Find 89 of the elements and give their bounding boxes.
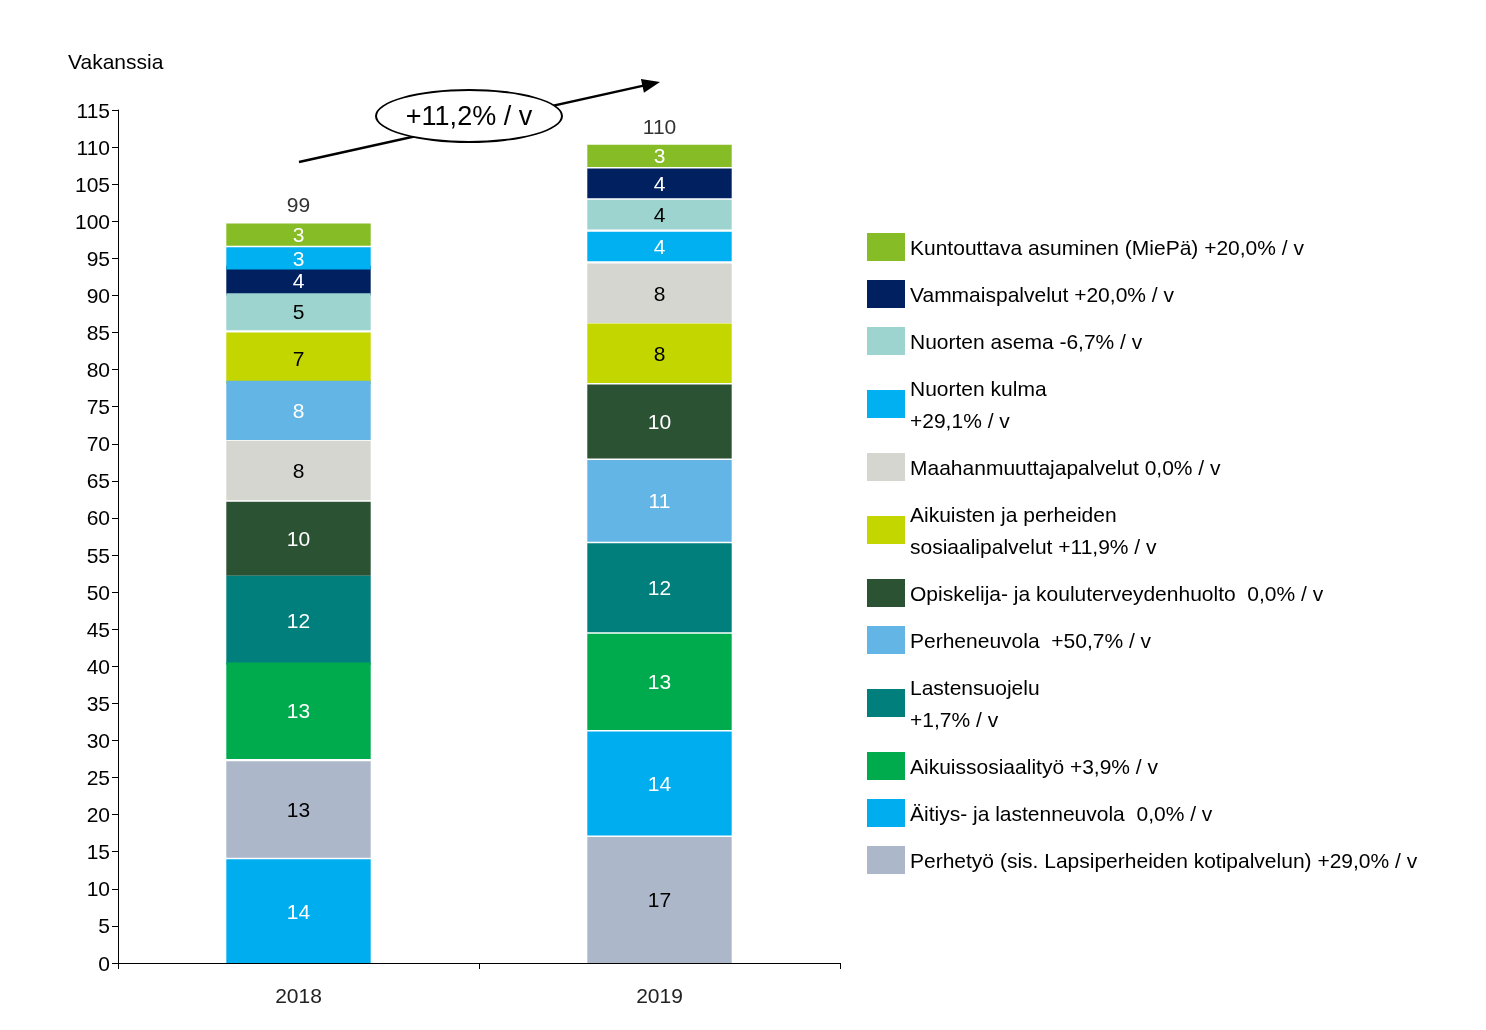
bar: [587, 731, 732, 836]
bar: [226, 380, 371, 441]
bar: [587, 543, 732, 633]
data-label: 3: [292, 223, 305, 247]
data-label: 7: [292, 346, 305, 370]
y-tick-label: 10: [86, 877, 110, 901]
legend-label: Opiskelija- ja kouluterveydenhuolto 0,0% / v: [910, 581, 1324, 605]
data-label: 4: [653, 171, 666, 195]
bar: [226, 501, 371, 576]
bar: [587, 633, 732, 731]
y-tick-label: 30: [86, 728, 110, 752]
legend-label: Aikuisten ja perheiden sosiaalipalvelut +11,9% / v: [910, 502, 1157, 558]
y-tick-label: 65: [86, 469, 110, 493]
y-tick-label: 90: [86, 283, 110, 307]
y-tick-label: 105: [74, 172, 110, 196]
data-label: 8: [653, 341, 666, 365]
data-label: 17: [647, 888, 672, 912]
bar: [226, 761, 371, 858]
bar: [587, 460, 732, 542]
data-label: 8: [292, 458, 305, 482]
bar: [226, 440, 371, 501]
bar: [587, 263, 732, 323]
y-tick-label: 75: [86, 395, 110, 419]
y-tick-label: 55: [86, 543, 110, 567]
data-label: 13: [647, 670, 672, 694]
bar: [226, 575, 371, 665]
data-label: 10: [647, 410, 672, 434]
y-tick-label: 35: [86, 691, 110, 715]
legend-label: Perheneuvola +50,7% / v: [910, 628, 1152, 652]
y-tick-label: 115: [76, 98, 110, 122]
y-axis-title: Vakanssia: [68, 50, 164, 73]
y-tick-label: 95: [86, 246, 110, 270]
y-tick-label: 85: [86, 321, 110, 345]
y-tick-label: 110: [76, 135, 110, 159]
data-label: 14: [647, 772, 672, 795]
y-tick-label: 80: [86, 358, 110, 382]
legend-label: Kuntouttava asuminen (MiePä) +20,0% / v: [910, 235, 1305, 259]
x-tick-label: 2018: [275, 984, 322, 1007]
bar: [587, 323, 732, 383]
y-tick-label: 20: [86, 803, 110, 827]
data-label: 13: [286, 797, 311, 821]
legend-label: Nuorten kulma +29,1% / v: [910, 376, 1047, 432]
y-tick-label: 45: [86, 617, 110, 641]
data-label: 5: [292, 300, 305, 324]
data-label: 4: [653, 203, 666, 227]
bar: [226, 223, 371, 246]
data-label: 4: [292, 269, 305, 293]
y-tick-label: 70: [86, 432, 110, 456]
data-label: 8: [653, 281, 666, 305]
legend-label: Aikuissosiaalityö +3,9% / v: [910, 754, 1159, 778]
bar: [587, 168, 732, 199]
legend-label: Äitiys- ja lastenneuvola 0,0% / v: [910, 801, 1213, 825]
data-label: 14: [286, 899, 311, 923]
data-label: 11: [648, 489, 671, 513]
bar: [226, 859, 371, 963]
bar: [226, 247, 371, 270]
y-tick-label: 50: [86, 580, 110, 604]
data-label: 12: [647, 576, 672, 600]
y-tick-label: 0: [98, 951, 110, 975]
bar: [587, 836, 732, 963]
legend-label: Perhetyö (sis. Lapsiperheiden kotipalvelun) +29,0% / v: [910, 848, 1418, 872]
legend-label: Nuorten asema -6,7% / v: [910, 329, 1143, 353]
legend-label: Vammaispalvelut +20,0% / v: [910, 282, 1175, 306]
total-label: 110: [642, 114, 677, 138]
annotation: +11,2% / v: [405, 100, 533, 132]
y-tick-label: 5: [98, 914, 110, 938]
legend-label: Maahanmuuttajapalvelut 0,0% / v: [910, 455, 1222, 479]
bar: [587, 199, 732, 230]
data-label: 8: [292, 398, 305, 422]
y-tick-label: 40: [86, 654, 110, 678]
total-label: 99: [286, 193, 311, 217]
y-tick-label: 15: [86, 840, 110, 864]
data-label: 10: [286, 527, 311, 551]
bar: [587, 144, 732, 168]
data-label: 4: [653, 234, 666, 258]
bar: [587, 231, 732, 262]
y-tick-label: 100: [74, 209, 110, 233]
data-label: 13: [286, 699, 311, 723]
oval-outline: +11,2% / v: [375, 89, 563, 143]
data-label: 3: [653, 144, 666, 168]
data-label: 12: [286, 608, 311, 632]
legend-label: Lastensuojelu +1,7% / v: [910, 675, 1040, 731]
bar: [226, 293, 371, 331]
bar: [587, 384, 732, 459]
x-tick-label: 2019: [636, 984, 683, 1007]
y-tick-label: 25: [86, 766, 110, 790]
y-tick-label: 60: [86, 506, 110, 530]
data-label: 3: [292, 246, 305, 270]
bar: [226, 662, 371, 760]
